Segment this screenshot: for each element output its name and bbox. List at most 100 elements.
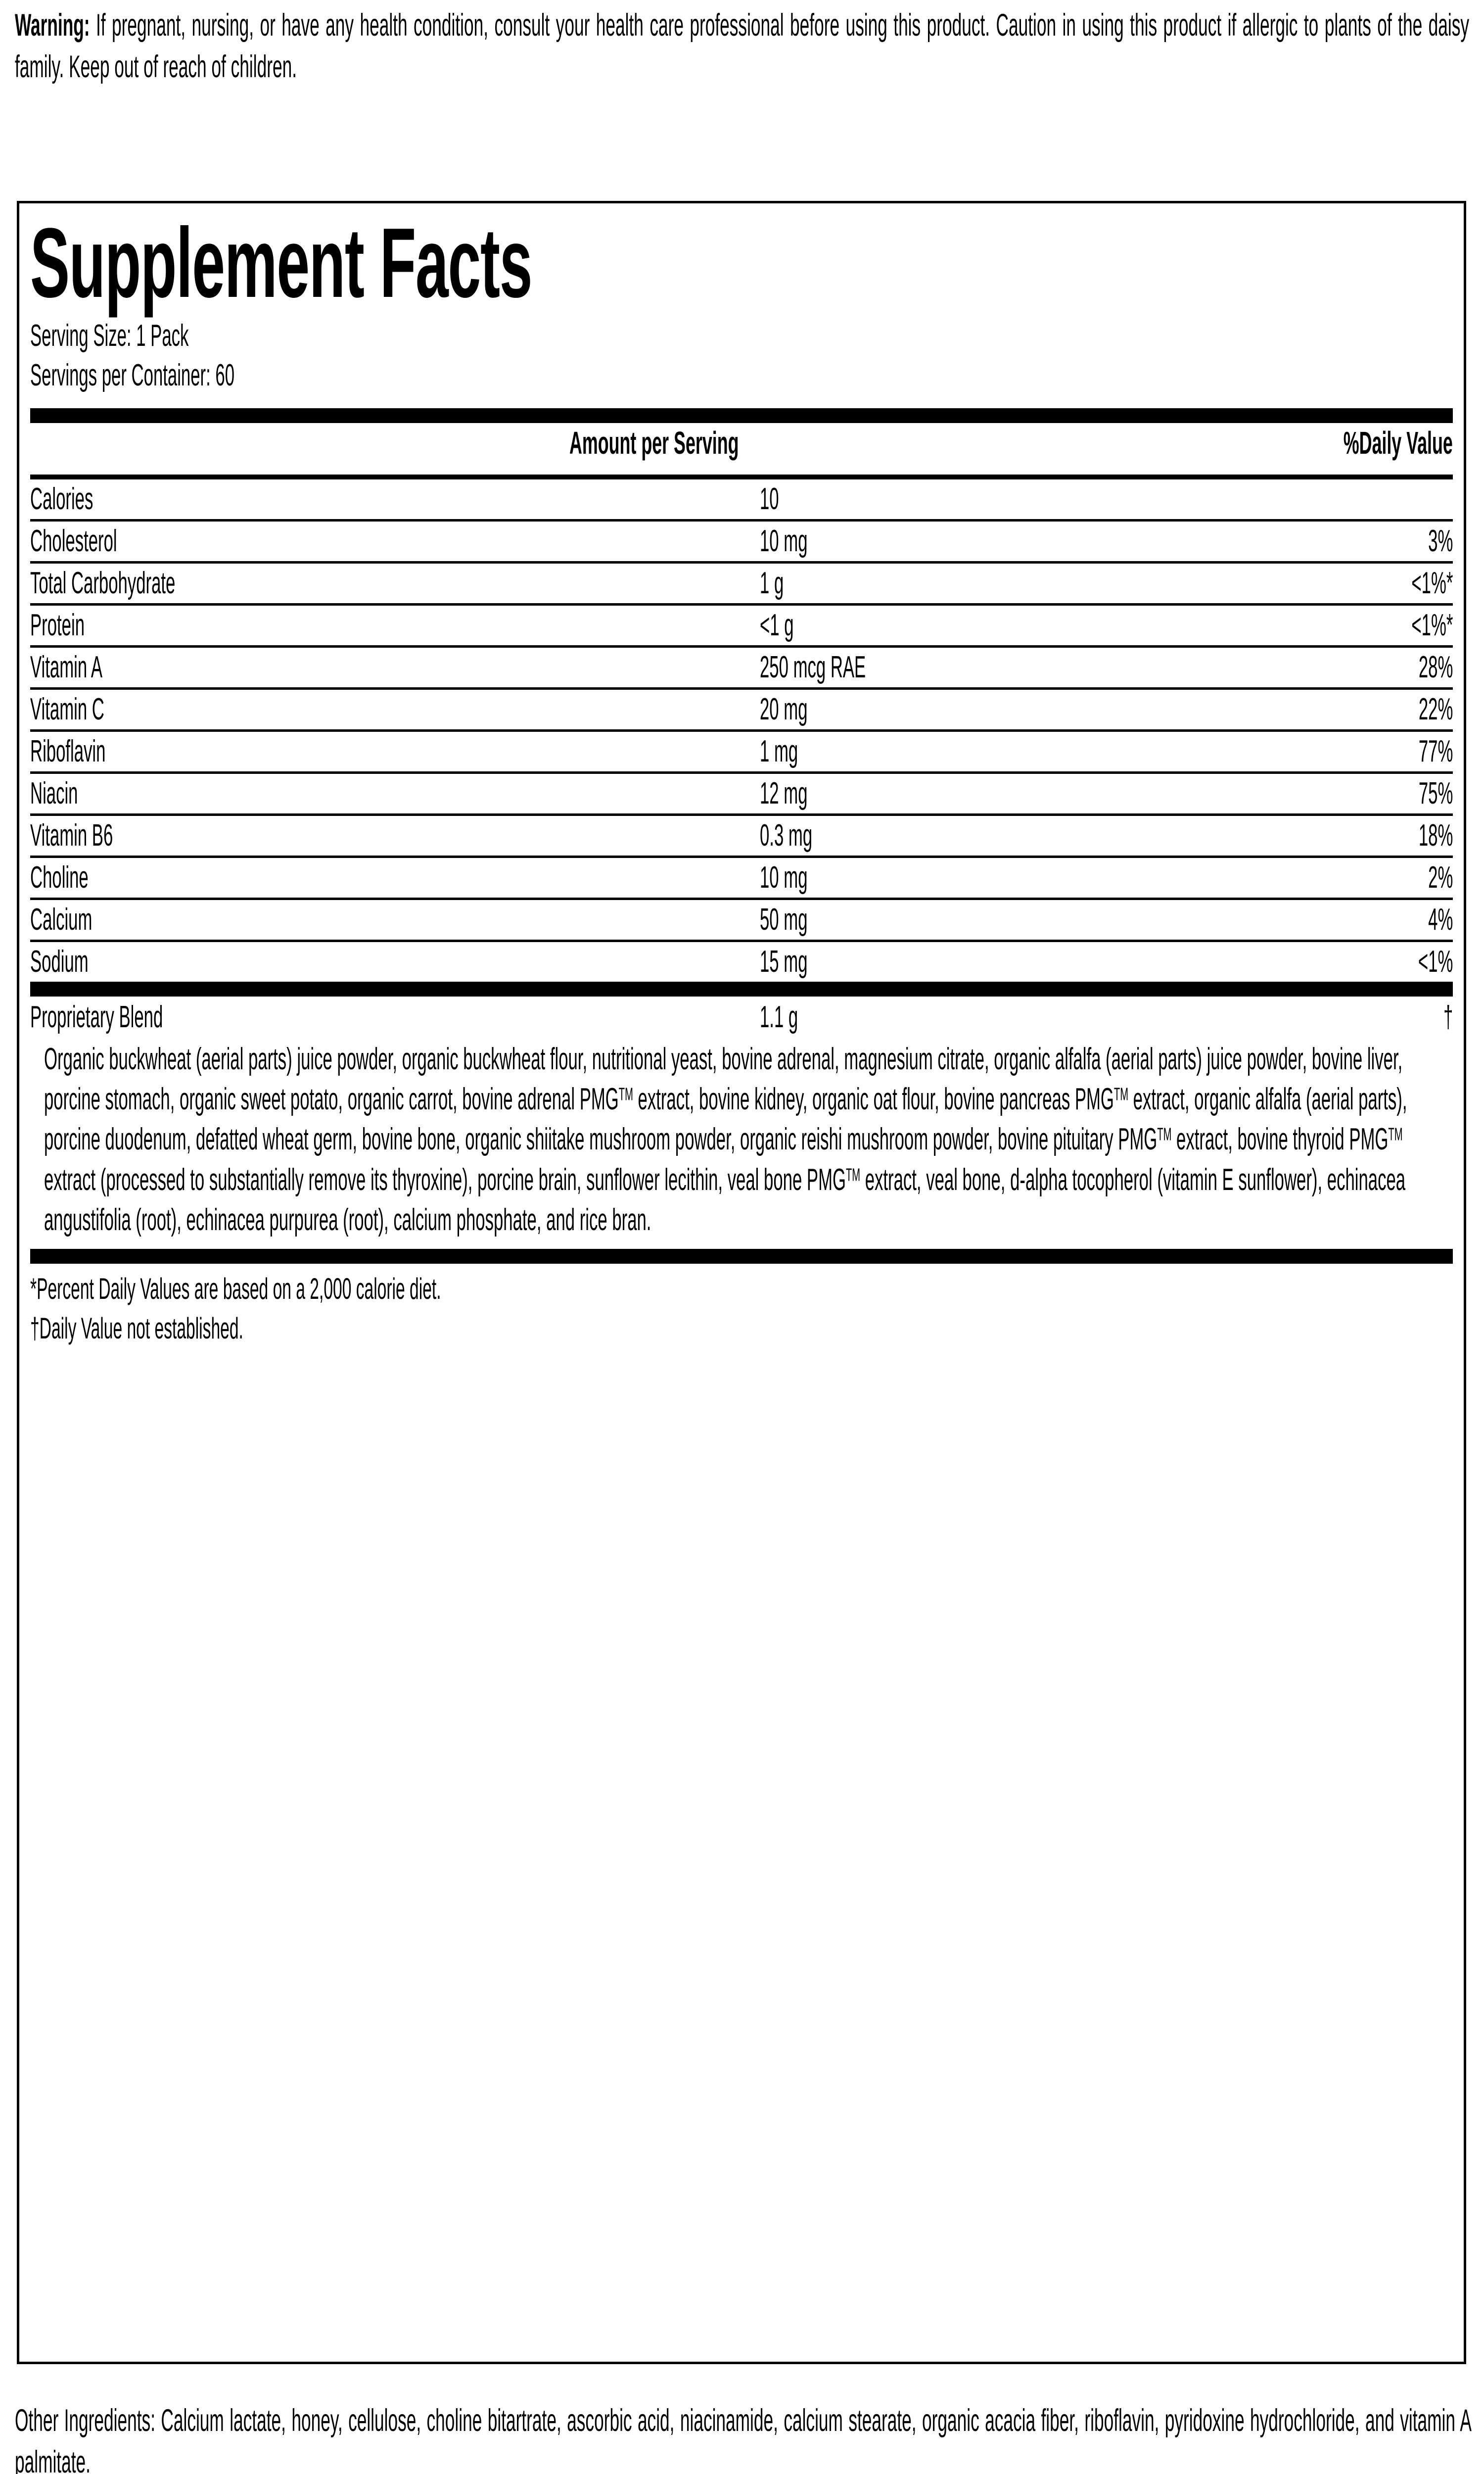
warning-text: If pregnant, nursing, or have any health… bbox=[15, 8, 1469, 84]
header-amount-per-serving: Amount per Serving bbox=[569, 423, 1109, 463]
servings-per-container-line: Servings per Container: 60 bbox=[30, 358, 1453, 395]
nutrient-name-text: Vitamin C bbox=[30, 692, 104, 726]
footnote-2-text: †Daily Value not established. bbox=[30, 1312, 243, 1345]
nutrient-daily-value-text: <1% bbox=[1418, 945, 1453, 979]
table-row: Calories 10 bbox=[30, 479, 1453, 519]
supplement-facts-title-text: Supplement Facts bbox=[30, 208, 533, 318]
nutrient-daily-value-cell: 75% bbox=[1299, 776, 1453, 811]
rule-med-under-header bbox=[30, 475, 1453, 479]
nutrient-amount-text: 20 mg bbox=[760, 692, 808, 726]
proprietary-blend-name-text: Proprietary Blend bbox=[30, 1000, 163, 1034]
nutrient-daily-value-cell: 22% bbox=[1299, 692, 1453, 727]
nutrient-amount-text: <1 g bbox=[760, 608, 794, 642]
table-column-header-row: Amount per Serving %Daily Value bbox=[30, 423, 1453, 475]
nutrient-daily-value-cell: 4% bbox=[1299, 902, 1453, 937]
footnote-percent-daily-values: *Percent Daily Values are based on a 2,0… bbox=[30, 1269, 1453, 1308]
table-row: Cholesterol 10 mg 3% bbox=[30, 522, 1453, 561]
nutrient-daily-value-cell: <1%* bbox=[1299, 566, 1453, 601]
nutrient-amount-text: 10 mg bbox=[760, 524, 808, 558]
rule-thin-between-rows bbox=[30, 856, 1453, 858]
nutrient-amount-text: 12 mg bbox=[760, 776, 808, 810]
nutrient-name-cell: Cholesterol bbox=[30, 523, 760, 559]
nutrient-daily-value-cell: 3% bbox=[1299, 523, 1453, 559]
nutrient-amount-cell: 10 mg bbox=[760, 860, 1299, 895]
rule-thick-before-blend bbox=[30, 982, 1453, 997]
nutrient-name-text: Vitamin A bbox=[30, 650, 103, 684]
nutrient-name-text: Vitamin B6 bbox=[30, 818, 113, 853]
proprietary-blend-dv-text: † bbox=[1443, 1000, 1453, 1034]
nutrient-name-cell: Calcium bbox=[30, 902, 760, 937]
nutrient-name-cell: Riboflavin bbox=[30, 734, 760, 769]
nutrient-amount-cell: 15 mg bbox=[760, 944, 1299, 979]
servings-per-container-text: Servings per Container: 60 bbox=[30, 358, 235, 392]
nutrient-amount-text: 15 mg bbox=[760, 945, 808, 979]
rule-thin-between-rows bbox=[30, 519, 1453, 522]
rule-thin-between-rows bbox=[30, 687, 1453, 690]
nutrient-amount-text: 0.3 mg bbox=[760, 818, 813, 853]
nutrient-name-text: Calcium bbox=[30, 903, 93, 937]
table-row: Riboflavin 1 mg 77% bbox=[30, 732, 1453, 771]
nutrient-name-text: Protein bbox=[30, 608, 85, 642]
supplement-facts-title: Supplement Facts bbox=[30, 208, 1453, 318]
nutrient-daily-value-cell: 18% bbox=[1299, 818, 1453, 853]
nutrient-name-cell: Protein bbox=[30, 608, 760, 643]
rule-thin-between-rows bbox=[30, 940, 1453, 942]
table-row: Vitamin A 250 mcg RAE 28% bbox=[30, 648, 1453, 687]
nutrient-amount-cell: 1 mg bbox=[760, 734, 1299, 769]
nutrient-name-text: Riboflavin bbox=[30, 734, 106, 768]
nutrient-amount-cell: 20 mg bbox=[760, 692, 1299, 727]
nutrient-name-text: Cholesterol bbox=[30, 524, 117, 558]
proprietary-blend-amount-text: 1.1 g bbox=[760, 1000, 798, 1034]
table-row: Niacin 12 mg 75% bbox=[30, 774, 1453, 813]
nutrient-name-cell: Sodium bbox=[30, 944, 760, 979]
proprietary-blend-row: Proprietary Blend 1.1 g † bbox=[30, 997, 1453, 1038]
rule-thin-between-rows bbox=[30, 898, 1453, 900]
other-ingredients-paragraph: Other Ingredients: Calcium lactate, hone… bbox=[15, 2400, 1472, 2474]
nutrient-amount-text: 10 bbox=[760, 482, 779, 516]
nutrient-daily-value-text: 77% bbox=[1418, 734, 1453, 768]
nutrient-amount-text: 50 mg bbox=[760, 903, 808, 937]
rule-thin-between-rows bbox=[30, 645, 1453, 648]
serving-size-line: Serving Size: 1 Pack bbox=[30, 318, 1453, 356]
nutrient-name-cell: Total Carbohydrate bbox=[30, 566, 760, 601]
nutrient-daily-value-text: 28% bbox=[1418, 650, 1453, 684]
nutrient-name-text: Niacin bbox=[30, 776, 78, 810]
proprietary-blend-amount: 1.1 g bbox=[760, 999, 1299, 1035]
table-row: Choline 10 mg 2% bbox=[30, 858, 1453, 898]
proprietary-blend-ingredients-text: Organic buckwheat (aerial parts) juice p… bbox=[44, 1042, 1407, 1237]
nutrient-daily-value-text: <1%* bbox=[1411, 608, 1453, 642]
nutrient-amount-cell: 50 mg bbox=[760, 902, 1299, 937]
rule-thin-between-rows bbox=[30, 603, 1453, 606]
warning-paragraph: Warning: If pregnant, nursing, or have a… bbox=[15, 5, 1469, 88]
nutrient-amount-text: 10 mg bbox=[760, 860, 808, 895]
nutrient-amount-cell: <1 g bbox=[760, 608, 1299, 643]
nutrient-daily-value-text: 22% bbox=[1418, 692, 1453, 726]
nutrient-amount-cell: 0.3 mg bbox=[760, 818, 1299, 853]
header-daily-value: %Daily Value bbox=[1109, 423, 1453, 463]
footnote-daily-value-not-established: †Daily Value not established. bbox=[30, 1308, 1453, 1348]
nutrient-name-cell: Vitamin A bbox=[30, 650, 760, 685]
nutrient-daily-value-text: 18% bbox=[1418, 818, 1453, 853]
proprietary-blend-name: Proprietary Blend bbox=[30, 999, 760, 1035]
proprietary-blend-daily-value: † bbox=[1299, 999, 1453, 1035]
nutrient-name-cell: Choline bbox=[30, 860, 760, 895]
nutrient-name-text: Sodium bbox=[30, 945, 89, 979]
nutrient-amount-cell: 10 bbox=[760, 481, 1299, 517]
warning-label: Warning: bbox=[15, 8, 90, 43]
rule-thin-between-rows bbox=[30, 561, 1453, 564]
rule-thin-between-rows bbox=[30, 813, 1453, 816]
nutrient-name-cell: Vitamin B6 bbox=[30, 818, 760, 853]
nutrient-daily-value-text: 4% bbox=[1428, 903, 1453, 937]
nutrient-daily-value-cell: <1%* bbox=[1299, 608, 1453, 643]
rule-thin-between-rows bbox=[30, 729, 1453, 732]
nutrient-daily-value-text: 2% bbox=[1428, 860, 1453, 895]
nutrient-daily-value-cell: <1% bbox=[1299, 944, 1453, 979]
header-daily-value-label: %Daily Value bbox=[1343, 425, 1453, 461]
nutrient-amount-cell: 250 mcg RAE bbox=[760, 650, 1299, 685]
nutrient-name-cell: Vitamin C bbox=[30, 692, 760, 727]
supplement-facts-panel: Supplement Facts Serving Size: 1 Pack Se… bbox=[17, 201, 1466, 2364]
table-row: Vitamin C 20 mg 22% bbox=[30, 690, 1453, 729]
table-row: Sodium 15 mg <1% bbox=[30, 942, 1453, 982]
nutrient-amount-text: 1 mg bbox=[760, 734, 798, 768]
nutrient-name-cell: Niacin bbox=[30, 776, 760, 811]
